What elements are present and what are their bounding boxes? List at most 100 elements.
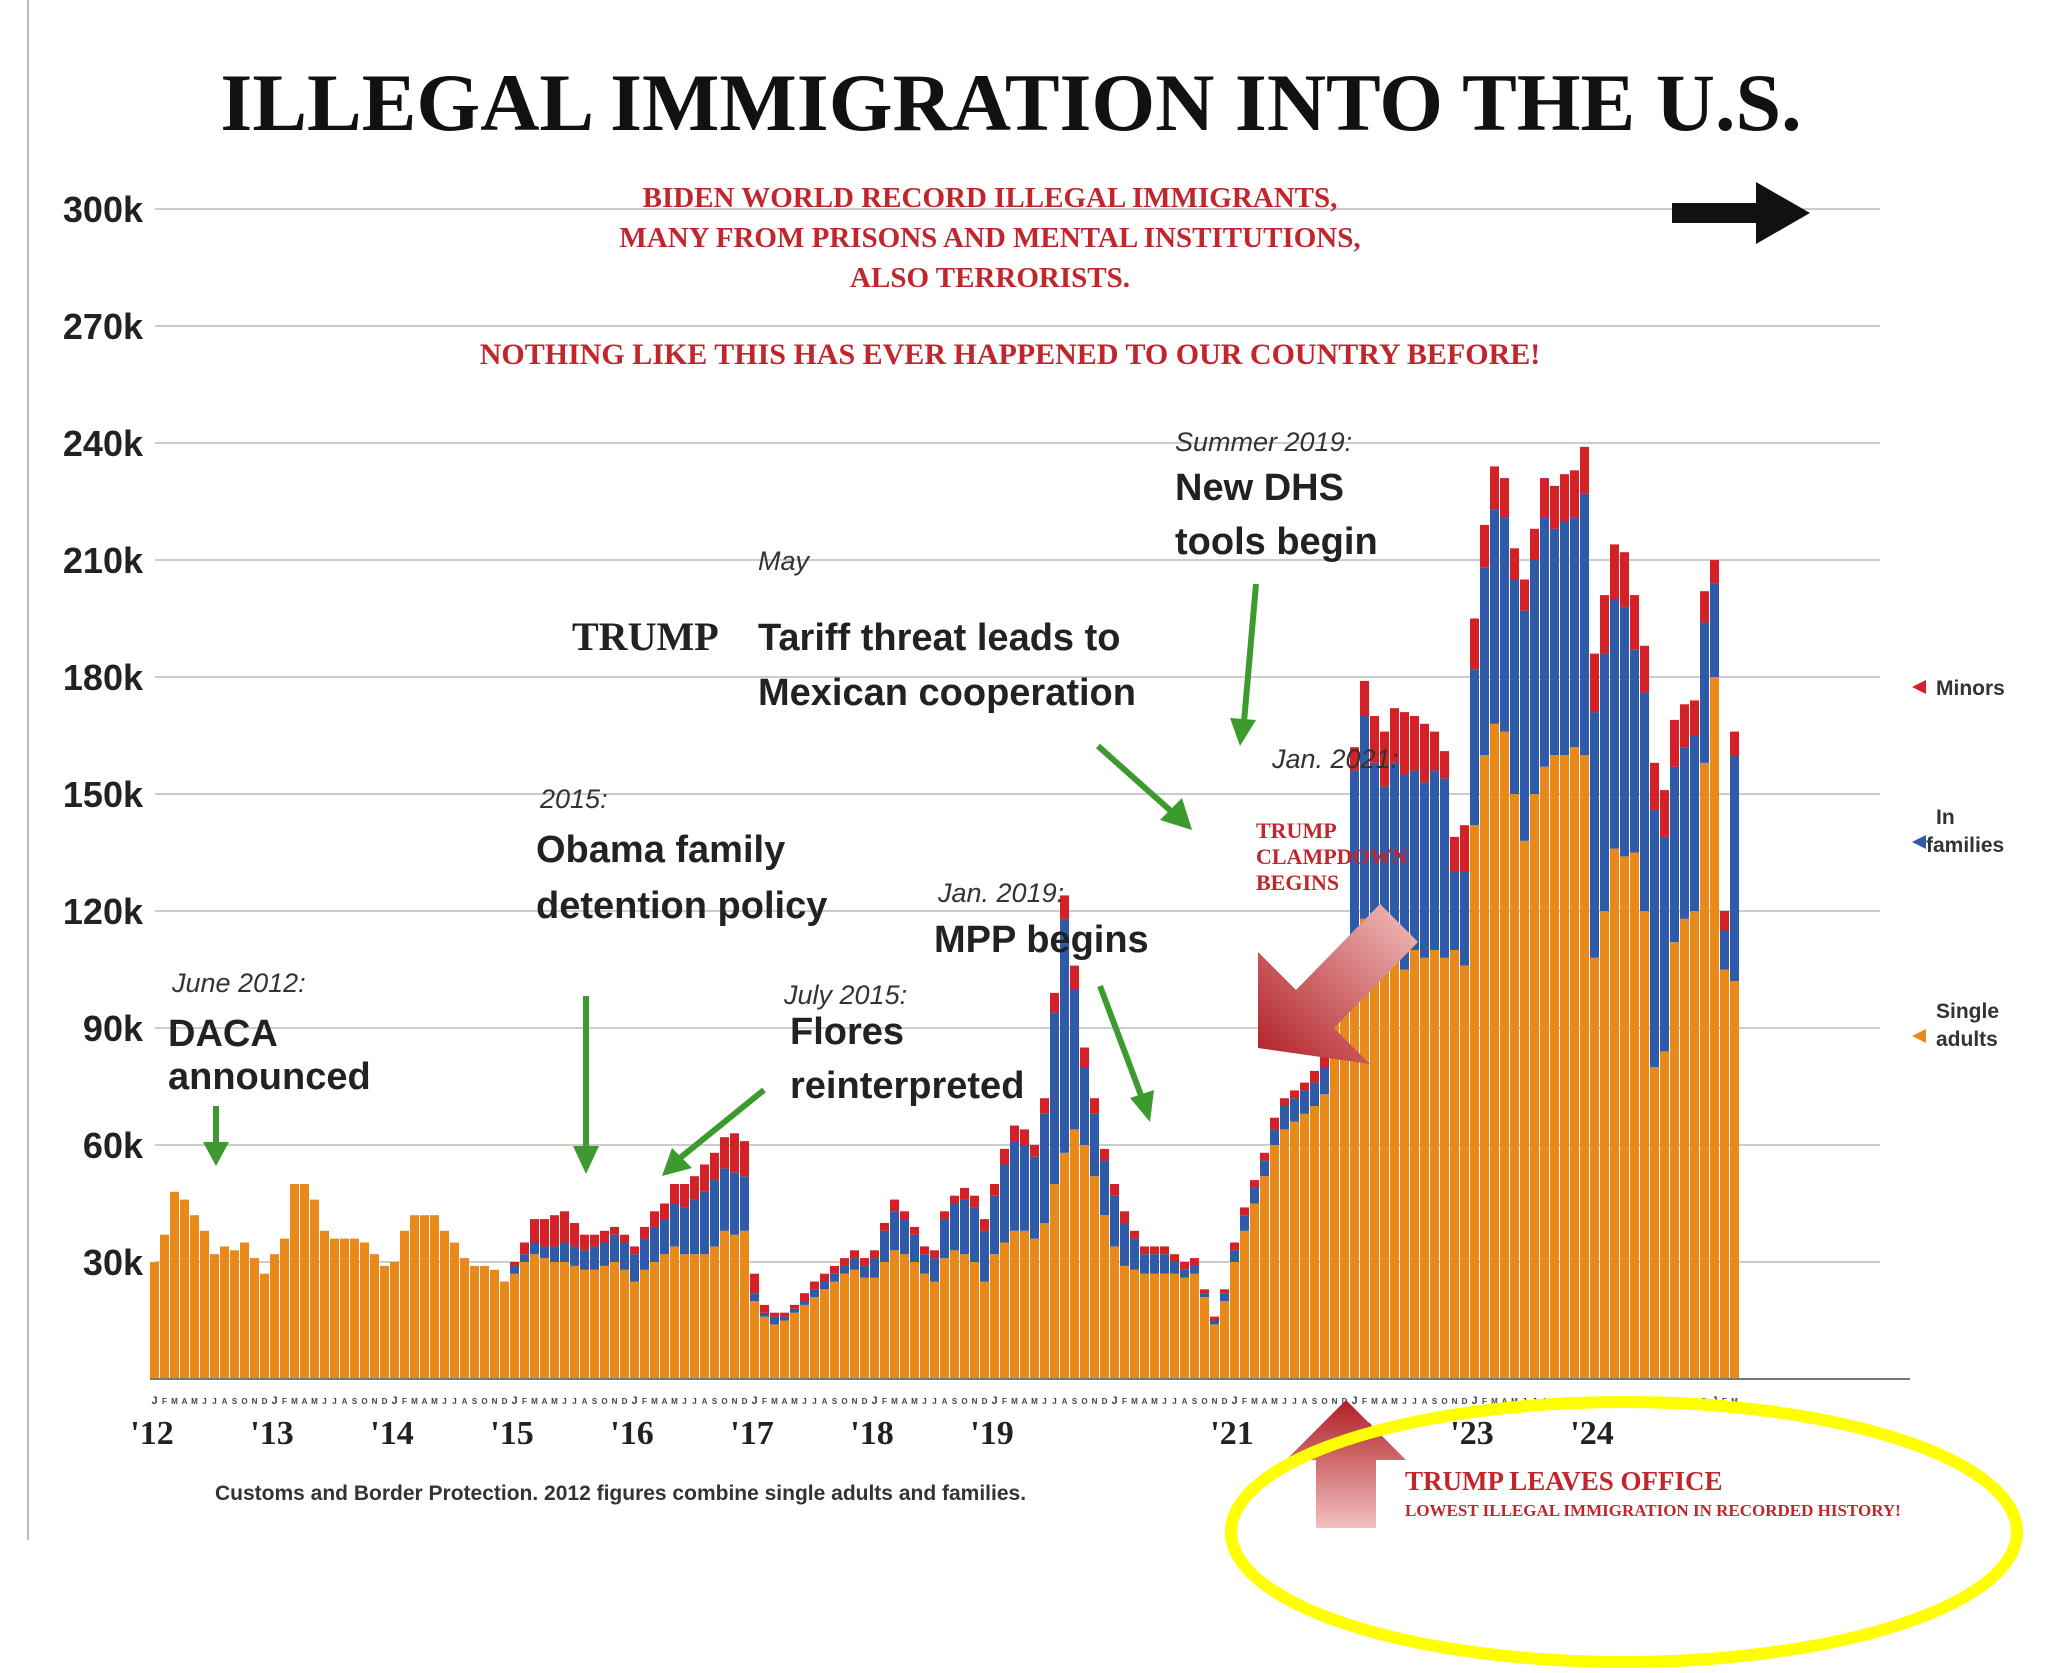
bar-minors [1240, 1207, 1249, 1216]
month-letter: M [431, 1397, 438, 1406]
month-letter: O [1321, 1397, 1327, 1406]
bar-single-adults [730, 1234, 739, 1379]
x-tick-label: '24 [1570, 1415, 1613, 1452]
x-tick-label: '23 [1450, 1415, 1493, 1452]
month-letter: A [942, 1397, 948, 1406]
month-letter: A [1382, 1397, 1388, 1406]
month-letter: D [862, 1397, 868, 1406]
bar-in-families [1120, 1223, 1129, 1266]
month-letter: F [642, 1397, 647, 1406]
bar-single-adults [890, 1250, 899, 1379]
green-arrow-flores-icon [662, 1148, 692, 1176]
bar-single-adults [580, 1269, 589, 1379]
red-note-line-2: MANY FROM PRISONS AND MENTAL INSTITUTION… [619, 222, 1360, 254]
bar-single-adults [1480, 755, 1489, 1379]
annotation-daca-line-2: announced [168, 1056, 371, 1098]
bar-minors [1080, 1047, 1089, 1067]
bar-in-families [980, 1230, 989, 1282]
legend-singles-label-2: adults [1936, 1028, 1998, 1051]
month-letter: F [282, 1397, 287, 1406]
bar-minors [1440, 751, 1449, 779]
bar-in-families [1200, 1293, 1209, 1298]
bar-in-families [1400, 774, 1409, 970]
bar-single-adults [250, 1258, 259, 1379]
green-arrow-mpp-icon [1130, 1090, 1154, 1122]
bar-single-adults [1510, 794, 1519, 1379]
bar-in-families [900, 1219, 909, 1255]
bar-in-families [1050, 1012, 1059, 1184]
bar-single-adults [520, 1262, 529, 1379]
bar-in-families [1510, 579, 1519, 794]
bar-single-adults [1660, 1051, 1669, 1379]
bar-minors [790, 1304, 799, 1309]
bar-minors [1480, 524, 1489, 568]
bar-single-adults [1490, 723, 1499, 1379]
bar-in-families [1410, 770, 1419, 950]
bar-minors [1650, 762, 1659, 810]
bar-single-adults [240, 1242, 249, 1379]
annotation-mpp-date: Jan. 2019: [937, 878, 1064, 908]
bar-single-adults [690, 1254, 699, 1379]
bar-minors [1690, 700, 1699, 736]
x-axis-labels: '12'13'14'15'16'17'18'19'21'22'23'24 [130, 1415, 1613, 1452]
bar-single-adults [1460, 965, 1469, 1379]
month-letter: M [171, 1397, 178, 1406]
bar-in-families [930, 1258, 939, 1282]
annotation-tariff-trump: TRUMP [572, 614, 719, 659]
bar-single-adults [980, 1281, 989, 1379]
bar-in-families [1360, 716, 1369, 919]
bar-minors [1060, 895, 1069, 919]
bar-in-families [1110, 1195, 1119, 1247]
bar-single-adults [760, 1316, 769, 1379]
annotation-daca-date: June 2012: [171, 968, 306, 998]
bar-in-families [1060, 918, 1069, 1153]
month-letter: J [1351, 1395, 1357, 1407]
bar-single-adults [150, 1262, 159, 1379]
bar-minors [1490, 466, 1499, 510]
annotation-obama: 2015: Obama family detention policy [536, 784, 827, 1174]
bar-in-families [610, 1234, 619, 1262]
bar-single-adults [1640, 911, 1649, 1379]
month-letter: M [1391, 1397, 1398, 1406]
bar-minors [1600, 595, 1609, 654]
legend-families-label-1: In [1936, 806, 1955, 829]
month-letter: F [162, 1397, 167, 1406]
bar-in-families [1630, 649, 1639, 853]
bar-in-families [1700, 622, 1709, 763]
month-letter: M [1371, 1397, 1378, 1406]
bar-in-families [520, 1254, 529, 1262]
bar-single-adults [460, 1258, 469, 1379]
bar-minors [1210, 1316, 1219, 1321]
bar-single-adults [820, 1289, 829, 1379]
bar-in-families [1580, 493, 1589, 755]
bar-minors [620, 1234, 629, 1243]
annotation-clampdown: TRUMP CLAMPDOWN BEGINS [1256, 818, 1418, 1064]
month-letter: M [771, 1397, 778, 1406]
bar-single-adults [930, 1281, 939, 1379]
month-letter: S [712, 1397, 718, 1406]
bar-in-families [970, 1207, 979, 1262]
month-letter: A [222, 1397, 228, 1406]
month-letter: A [1182, 1397, 1188, 1406]
month-letter: A [342, 1397, 348, 1406]
bar-minors [650, 1211, 659, 1227]
annotation-tariff-date: May [758, 546, 811, 576]
bar-single-adults [700, 1254, 709, 1379]
bar-in-families [1600, 653, 1609, 911]
month-letter: D [382, 1397, 388, 1406]
bar-in-families [1230, 1250, 1239, 1262]
bar-in-families [1520, 610, 1529, 841]
bar-in-families [1650, 809, 1659, 1067]
bar-in-families [1430, 770, 1439, 950]
bar-in-families [1210, 1320, 1219, 1325]
red-note-line-4: NOTHING LIKE THIS HAS EVER HAPPENED TO O… [480, 338, 1541, 371]
bar-single-adults [480, 1265, 489, 1379]
month-letter: D [262, 1397, 268, 1406]
bar-single-adults [1440, 957, 1449, 1379]
bar-single-adults [840, 1273, 849, 1379]
bar-minors [1020, 1129, 1029, 1145]
month-letter: A [182, 1397, 188, 1406]
bar-in-families [670, 1203, 679, 1247]
bar-in-families [1620, 606, 1629, 857]
bar-minors [1530, 528, 1539, 560]
